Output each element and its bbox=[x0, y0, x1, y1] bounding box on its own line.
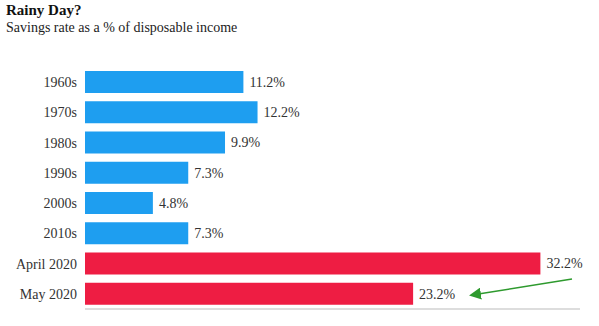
html-text:Rainy Day?: Rainy Day? bbox=[6, 2, 82, 18]
svg-text:12.2%: 12.2% bbox=[264, 105, 301, 120]
svg-text:7.3%: 7.3% bbox=[194, 166, 224, 181]
svg-text:May 2020: May 2020 bbox=[20, 287, 77, 302]
svg-text:11.2%: 11.2% bbox=[249, 75, 285, 90]
svg-text:2000s: 2000s bbox=[44, 196, 77, 211]
svg-text:1960s: 1960s bbox=[44, 75, 77, 90]
svg-text:7.3%: 7.3% bbox=[194, 226, 224, 241]
svg-text:9.9%: 9.9% bbox=[231, 135, 261, 150]
svg-text:32.2%: 32.2% bbox=[546, 256, 583, 271]
svg-text:1990s: 1990s bbox=[44, 166, 77, 181]
svg-text:April 2020: April 2020 bbox=[16, 257, 77, 272]
svg-text:1970s: 1970s bbox=[44, 105, 77, 120]
svg-text:2010s: 2010s bbox=[44, 226, 77, 241]
html-text:Savings rate as a % of disposa: Savings rate as a % of disposable income bbox=[6, 20, 238, 35]
svg-text:4.8%: 4.8% bbox=[159, 196, 189, 211]
svg-text:1980s: 1980s bbox=[44, 136, 77, 151]
svg-text:23.2%: 23.2% bbox=[419, 287, 456, 302]
